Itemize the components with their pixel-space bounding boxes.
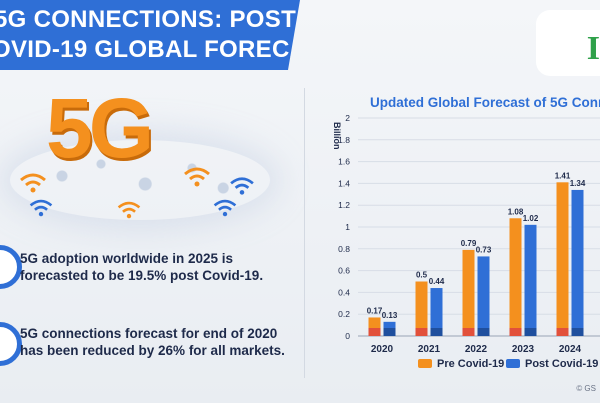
data-label: 0.73 [476, 245, 492, 254]
chart-title: Updated Global Forecast of 5G Conne [370, 95, 600, 110]
x-tick-label: 2022 [465, 344, 488, 355]
wifi-icon [184, 167, 210, 187]
stat-forecast-reduction: 5G connections forecast for end of 2020 … [20, 326, 285, 358]
wifi-icon [20, 173, 46, 193]
data-label: 1.34 [570, 179, 586, 188]
bar-base-accent [430, 328, 443, 336]
x-tick-label: 2021 [418, 344, 441, 355]
wifi-icon [29, 199, 53, 217]
legend-post-covid: Post Covid-19 [506, 358, 598, 370]
y-axis-label: Billion [332, 122, 342, 150]
source-credit: © GS [576, 384, 596, 393]
divider [304, 88, 305, 378]
legend-swatch-pre-covid [418, 359, 432, 368]
bar-post-covid [430, 288, 443, 336]
bar-pre-covid [509, 218, 522, 336]
bar-post-covid [524, 224, 537, 336]
data-label: 0.44 [429, 277, 445, 286]
bar-post-covid [477, 256, 490, 336]
bar-base-accent [509, 328, 522, 336]
wifi-icon [213, 199, 237, 217]
y-tick-label: 1.4 [338, 178, 350, 188]
data-label: 1.08 [508, 207, 524, 216]
brand-logo: I [536, 10, 600, 76]
bar-base-accent [556, 328, 569, 336]
brand-logo-mark: I [586, 30, 600, 67]
bar-pre-covid [415, 281, 428, 336]
y-tick-label: 0 [345, 331, 350, 341]
title-line-1: 5G CONNECTIONS: POST [0, 6, 297, 33]
legend-label-pre-covid: Pre Covid-19 [437, 358, 505, 370]
data-label: 1.02 [523, 214, 539, 223]
bar-base-accent [524, 328, 537, 336]
y-tick-label: 0.6 [338, 266, 350, 276]
data-label: 0.17 [367, 306, 383, 315]
y-tick-label: 1 [345, 222, 350, 232]
stat-ring-icon [0, 245, 22, 289]
legend-pre-covid: Pre Covid-19 [418, 358, 504, 370]
bar-post-covid [571, 189, 584, 336]
bar-base-accent [383, 328, 396, 336]
bar-base-accent [415, 328, 428, 336]
y-tick-label: 0.8 [338, 244, 350, 254]
y-tick-label: 1.6 [338, 157, 350, 167]
legend-label-post-covid: Post Covid-19 [525, 358, 599, 370]
bar-base-accent [368, 328, 381, 336]
hero-5g-text: 5G [46, 81, 154, 175]
data-label: 1.41 [555, 171, 571, 180]
title-banner: 5G CONNECTIONS: POST OVID-19 GLOBAL FORE… [0, 0, 300, 70]
y-tick-label: 1.2 [338, 200, 350, 210]
wifi-icon [230, 177, 254, 195]
x-tick-label: 2024 [559, 344, 582, 355]
title-line-2: OVID-19 GLOBAL FORECAST [0, 36, 339, 63]
legend-swatch-post-covid [506, 359, 520, 368]
data-label: 0.5 [416, 271, 428, 280]
y-tick-label: 0.2 [338, 309, 350, 319]
x-tick-label: 2020 [371, 344, 394, 355]
bar-base-accent [462, 328, 475, 336]
wifi-icon [117, 201, 141, 219]
y-tick-label: 2 [345, 113, 350, 123]
forecast-bar-chart: Billion 0 0.2 0.4 0.6 0.8 1 1.2 1.4 1.6 1.8 2 0.17… [332, 113, 600, 355]
bar-pre-covid [462, 249, 475, 336]
bar-base-accent [477, 328, 490, 336]
x-tick-label: 2023 [512, 344, 535, 355]
data-label: 0.79 [461, 239, 477, 248]
stat-ring-icon [0, 322, 22, 366]
bar-pre-covid [556, 182, 569, 336]
y-tick-label: 1.8 [338, 135, 350, 145]
bar-base-accent [571, 328, 584, 336]
data-label: 0.13 [382, 311, 398, 320]
y-tick-label: 0.4 [338, 287, 350, 297]
stat-adoption-2025: 5G adoption worldwide in 2025 is forecas… [20, 251, 264, 283]
